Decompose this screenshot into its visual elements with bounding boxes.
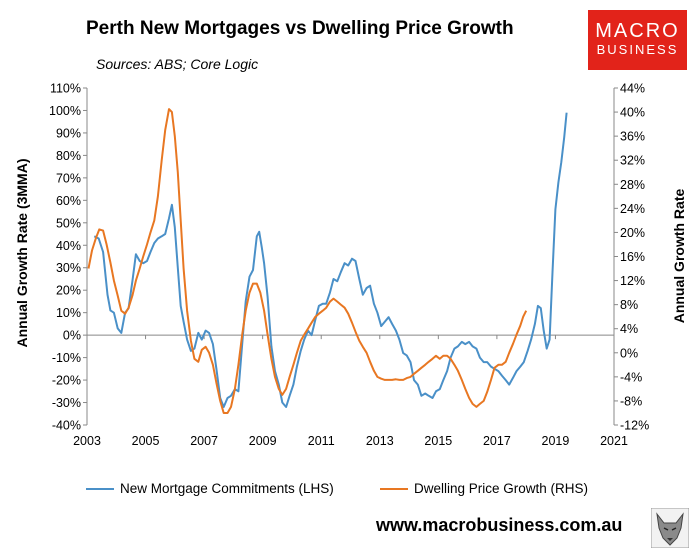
legend-swatch-mortgages bbox=[86, 487, 114, 490]
legend-label-mortgages: New Mortgage Commitments (LHS) bbox=[120, 481, 334, 496]
y-tick-label-left: 20% bbox=[56, 284, 81, 298]
logo-line-1: MACRO bbox=[595, 20, 680, 42]
legend-item-mortgages: New Mortgage Commitments (LHS) bbox=[86, 481, 334, 496]
legend-item-prices: Dwelling Price Growth (RHS) bbox=[380, 481, 588, 496]
y-tick-label-left: 100% bbox=[49, 104, 81, 118]
y-tick-label-right: 16% bbox=[620, 250, 645, 264]
chart-axes: -40% -30% -20% -10% 0% 10% 20% 30% 40% 50% 60% 70% 8… bbox=[49, 82, 649, 449]
y-tick-label-right: 12% bbox=[620, 274, 645, 288]
y-tick-label-right: -8% bbox=[620, 394, 642, 408]
website-url[interactable]: www.macrobusiness.com.au bbox=[376, 515, 623, 535]
y-tick-label-right: 24% bbox=[620, 202, 645, 216]
y-tick-label-left: -40% bbox=[52, 419, 81, 433]
x-tick-label: 2003 bbox=[73, 434, 101, 448]
logo-line-2: BUSINESS bbox=[596, 42, 679, 57]
chart-title: Perth New Mortgages vs Dwelling Price Gr… bbox=[86, 18, 514, 39]
y-tick-label-left: 110% bbox=[50, 82, 81, 96]
series-line-mortgages bbox=[93, 112, 568, 408]
y-tick-label-right: 0% bbox=[620, 346, 638, 360]
x-tick-label: 2019 bbox=[542, 434, 570, 448]
y-tick-label-left: 30% bbox=[56, 261, 81, 275]
x-tick-label: 2007 bbox=[190, 434, 218, 448]
chart-subtitle: Sources: ABS; Core Logic bbox=[96, 56, 259, 72]
y-tick-label-right: 28% bbox=[620, 178, 645, 192]
y-tick-label-left: 50% bbox=[56, 216, 81, 230]
y-tick-label-right: 4% bbox=[620, 322, 638, 336]
x-tick-label: 2013 bbox=[366, 434, 394, 448]
legend-swatch-prices bbox=[380, 487, 408, 490]
y-tick-label-right: 20% bbox=[620, 226, 645, 240]
x-tick-label: 2015 bbox=[424, 434, 452, 448]
y-tick-label-right: 8% bbox=[620, 298, 638, 312]
y-axis-label-left: Annual Growth Rate (3MMA) bbox=[14, 159, 30, 348]
y-tick-label-left: 0% bbox=[63, 329, 81, 343]
y-tick-label-left: 60% bbox=[56, 194, 81, 208]
y-tick-label-left: -20% bbox=[52, 374, 81, 388]
y-tick-label-left: 80% bbox=[56, 149, 81, 163]
y-tick-label-left: 10% bbox=[56, 306, 81, 320]
y-tick-label-left: -10% bbox=[52, 351, 81, 365]
x-tick-label: 2021 bbox=[600, 434, 628, 448]
macrobusiness-logo[interactable]: MACRO BUSINESS bbox=[588, 10, 687, 70]
line-chart: -40% -30% -20% -10% 0% 10% 20% 30% 40% 50% 60% 70% 8… bbox=[14, 82, 687, 449]
y-tick-label-left: 40% bbox=[56, 239, 81, 253]
y-tick-label-right: -4% bbox=[620, 370, 642, 384]
y-tick-label-left: 90% bbox=[56, 126, 81, 140]
wolf-head-icon bbox=[651, 508, 689, 548]
x-tick-label: 2005 bbox=[132, 434, 160, 448]
x-tick-label: 2009 bbox=[249, 434, 277, 448]
y-tick-label-right: 40% bbox=[620, 106, 645, 120]
y-axis-label-right: Annual Growth Rate bbox=[671, 189, 687, 324]
y-tick-label-right: -12% bbox=[620, 419, 649, 433]
y-tick-label-left: 70% bbox=[56, 171, 81, 185]
x-tick-label: 2011 bbox=[308, 434, 335, 448]
y-tick-label-right: 32% bbox=[620, 154, 645, 168]
y-tick-label-right: 36% bbox=[620, 130, 645, 144]
x-tick-label: 2017 bbox=[483, 434, 511, 448]
y-tick-label-left: -30% bbox=[52, 396, 81, 410]
legend-label-prices: Dwelling Price Growth (RHS) bbox=[414, 481, 589, 496]
chart-series bbox=[87, 108, 568, 414]
series-line-prices bbox=[87, 108, 528, 414]
y-tick-label-right: 44% bbox=[620, 82, 645, 96]
